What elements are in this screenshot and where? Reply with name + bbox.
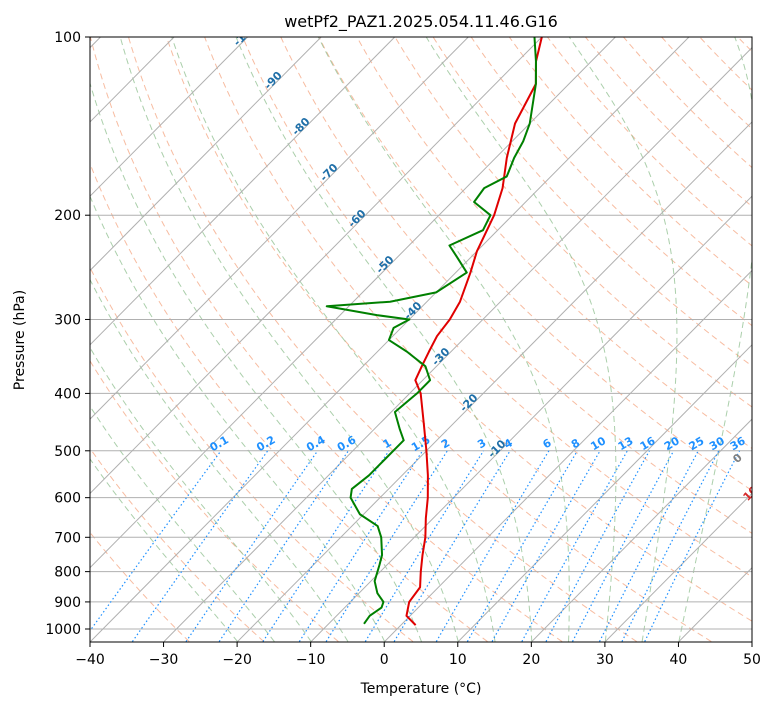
moist-adiabat-line xyxy=(119,37,459,642)
mixing-ratio-line xyxy=(131,450,269,642)
isotherm-line xyxy=(90,37,469,420)
x-tick-label: −10 xyxy=(296,652,326,668)
dry-adiabat-line xyxy=(90,37,563,642)
dry-adiabat-line xyxy=(318,37,752,492)
dry-adiabat-line xyxy=(432,37,752,367)
grid-layer xyxy=(90,37,752,642)
axes: −40 −30 −20 −10 0 10 20 30 40 50 100 200 300 400 500 60… xyxy=(45,30,761,668)
x-tick-label: 10 xyxy=(449,652,467,668)
y-tick-label: 400 xyxy=(54,386,81,402)
x-axis-label: Temperature (°C) xyxy=(360,681,482,697)
mixing-ratio-line xyxy=(466,450,578,642)
isotherm-line xyxy=(163,46,752,642)
x-tick-label: 50 xyxy=(743,652,761,668)
mixing-ratio-line xyxy=(393,450,511,642)
y-tick-label: 200 xyxy=(54,208,81,224)
dry-adiabat-line xyxy=(508,37,752,287)
moist-adiabat-line xyxy=(90,81,422,642)
moist-adiabat-line xyxy=(90,458,238,642)
y-tick-label: 700 xyxy=(54,530,81,546)
dry-adiabat-line xyxy=(90,266,414,642)
chart-title: wetPf2_PAZ1.2025.054.11.46.G16 xyxy=(284,12,558,32)
dry-adiabat-line xyxy=(280,37,752,534)
theta-e-label: 10 xyxy=(741,483,761,503)
mixing-ratio-line xyxy=(298,450,424,642)
isotherm-line xyxy=(384,269,752,642)
mixing-ratio-line xyxy=(435,450,550,642)
isotherm-line xyxy=(531,418,752,642)
x-tick-label: −40 xyxy=(75,652,105,668)
moist-adiabat-line xyxy=(90,278,349,642)
mixing-ratio-line xyxy=(644,450,741,642)
x-tick-label: −30 xyxy=(149,652,179,668)
moist-adiabat-line xyxy=(568,37,678,642)
mixing-ratio-line xyxy=(185,450,319,642)
isotherm-line xyxy=(90,37,322,272)
series-layer xyxy=(325,37,543,626)
moist-adiabat-line xyxy=(90,405,275,642)
y-tick-label: 500 xyxy=(54,444,81,460)
isotherm-label: -100 xyxy=(231,20,260,49)
y-tick-label: 100 xyxy=(54,30,81,46)
x-tick-label: 40 xyxy=(670,652,688,668)
dry-adiabat-line xyxy=(127,37,637,642)
x-tick-label: −20 xyxy=(222,652,252,668)
mixing-ratio-line xyxy=(325,450,448,642)
moist-adiabat-line xyxy=(171,37,496,642)
y-tick-label: 800 xyxy=(54,565,81,581)
isotherm-line xyxy=(310,195,752,642)
y-tick-label: 900 xyxy=(54,595,81,611)
dry-adiabat-line xyxy=(90,162,488,642)
isotherm-line xyxy=(90,37,248,197)
dry-adiabat-line xyxy=(90,447,265,642)
isotherm-line xyxy=(90,37,616,569)
mixing-ratio-line xyxy=(491,450,601,642)
y-tick-label: 1000 xyxy=(45,622,81,638)
plot-frame xyxy=(89,36,753,643)
x-tick-label: 20 xyxy=(522,652,540,668)
mixing-ratio-line xyxy=(521,450,628,642)
moist-adiabat-line xyxy=(425,37,617,642)
isotherm-line xyxy=(237,121,752,642)
isotherm-line xyxy=(457,344,752,642)
y-tick-label: 600 xyxy=(54,491,81,507)
y-tick-label: 300 xyxy=(54,312,81,328)
dry-adiabat-line xyxy=(546,37,752,247)
mixing-ratio-line xyxy=(545,450,650,642)
y-axis-label: Pressure (hPa) xyxy=(12,290,28,390)
dry-adiabat-line xyxy=(394,37,752,408)
dry-adiabat-line xyxy=(242,37,752,578)
dry-adiabat-line xyxy=(166,37,712,642)
temperature-profile-line xyxy=(405,37,543,626)
isotherm-line xyxy=(90,37,396,346)
x-tick-label: 0 xyxy=(380,652,389,668)
dewpoint-profile-line xyxy=(325,37,537,625)
moist-adiabat-line xyxy=(90,194,386,642)
mixing-ratio-line xyxy=(364,450,485,642)
moist-adiabat-line xyxy=(678,37,752,642)
x-tick-label: 30 xyxy=(596,652,614,668)
isotherm-line xyxy=(90,37,543,495)
mixing-ratio-line xyxy=(90,450,222,632)
dry-adiabat-line xyxy=(204,37,752,622)
isotherm-line xyxy=(604,492,752,642)
moist-adiabat-line xyxy=(317,37,570,642)
moist-adiabat-line xyxy=(235,37,533,642)
